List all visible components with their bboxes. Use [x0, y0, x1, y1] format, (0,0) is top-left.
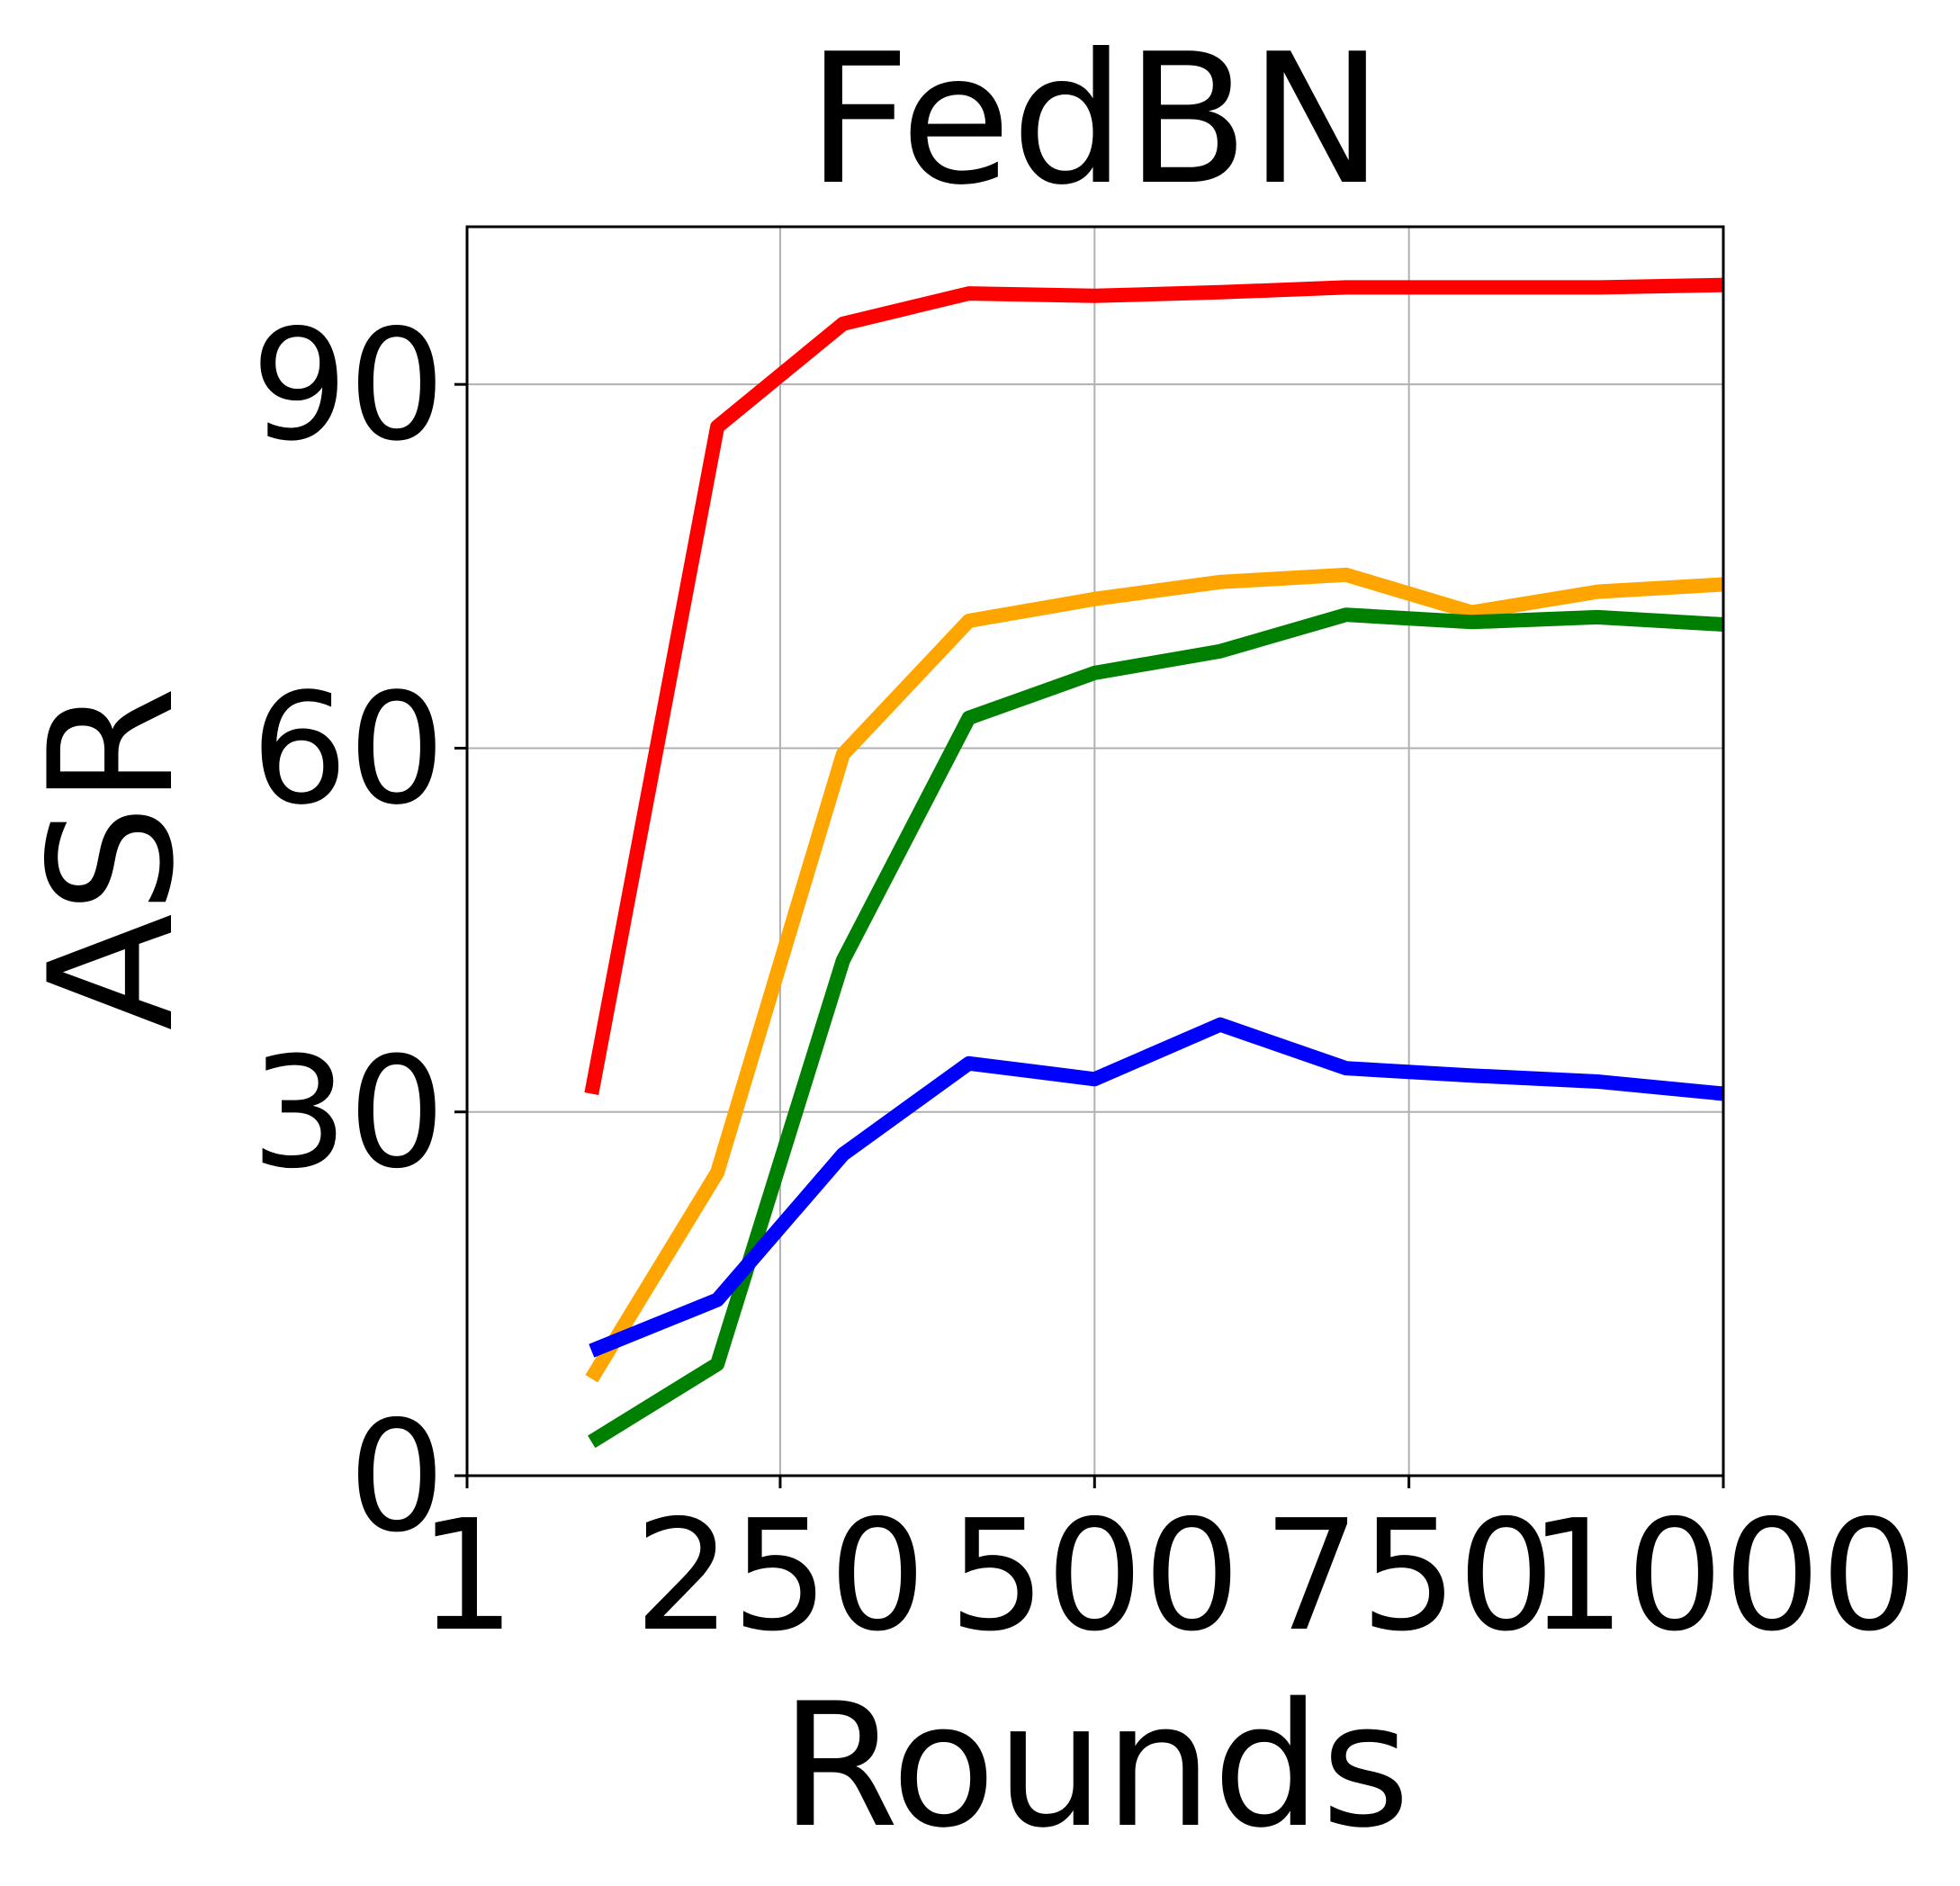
series-line-red — [584, 277, 1724, 1095]
x-tick-label: 500 — [949, 1487, 1240, 1666]
y-axis-label: ASR — [13, 687, 211, 1031]
x-tick-label: 750 — [1263, 1487, 1554, 1666]
series-line-green — [588, 607, 1724, 1449]
y-tick-label: 0 — [348, 1388, 445, 1567]
series-line-orange — [585, 567, 1724, 1383]
series-line-blue — [589, 1017, 1724, 1358]
y-tick-label: 60 — [251, 660, 445, 839]
y-tick-label: 30 — [251, 1025, 445, 1203]
series-lines — [584, 277, 1724, 1449]
x-axis-label: Rounds — [780, 1666, 1410, 1865]
y-tick-label: 90 — [251, 297, 445, 475]
chart-title: FedBN — [807, 15, 1384, 225]
x-tick-label: 250 — [634, 1487, 926, 1666]
x-tick-label: 1000 — [1529, 1487, 1919, 1666]
x-tick-label: 1 — [418, 1487, 516, 1666]
